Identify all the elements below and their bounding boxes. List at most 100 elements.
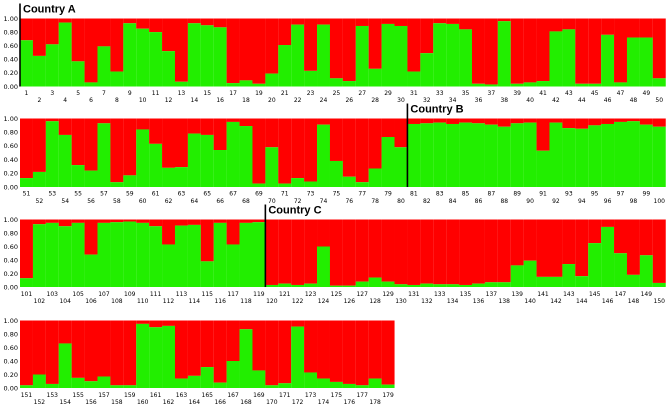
x-tick-label: 57 — [100, 191, 108, 198]
bar-green-sample-92 — [549, 122, 563, 187]
bar-green-sample-162 — [162, 325, 176, 388]
bar-red-sample-55 — [71, 118, 85, 166]
x-tick-label: 133 — [434, 291, 446, 298]
bar-green-sample-44 — [575, 83, 589, 87]
bar-green-sample-107 — [97, 222, 111, 287]
x-tick-label: 167 — [227, 392, 239, 399]
x-tick-label: 158 — [111, 399, 123, 406]
x-tick-label: 1 — [25, 90, 29, 97]
x-tick-label: 14 — [191, 97, 199, 104]
bar-red-sample-95 — [588, 118, 602, 126]
bar-red-sample-132 — [420, 219, 434, 284]
x-tick-label: 157 — [98, 392, 110, 399]
x-tick-label: 53 — [48, 191, 56, 198]
bar-red-sample-84 — [446, 118, 460, 124]
bar-red-sample-105 — [71, 219, 85, 223]
bar-red-sample-136 — [471, 219, 485, 284]
bar-red-sample-5 — [71, 18, 85, 62]
bar-green-sample-23 — [304, 70, 318, 87]
bar-red-sample-114 — [187, 219, 201, 225]
chart-panel-1: 0.000.200.400.600.801.001234567891011121… — [4, 3, 666, 104]
bar-red-sample-115 — [200, 219, 214, 262]
x-tick-label: 112 — [163, 298, 175, 305]
x-tick-label: 103 — [47, 291, 59, 298]
bar-green-sample-118 — [239, 222, 253, 287]
bar-green-sample-153 — [45, 383, 59, 388]
bar-red-sample-47 — [614, 18, 628, 83]
bar-green-sample-97 — [614, 121, 628, 187]
bar-green-sample-9 — [123, 23, 137, 87]
bar-red-sample-49 — [639, 18, 653, 38]
x-tick-label: 22 — [294, 97, 302, 104]
y-tick-label: 0.40 — [4, 256, 18, 264]
bar-red-sample-41 — [536, 18, 550, 82]
x-tick-label: 142 — [550, 298, 562, 305]
bar-red-sample-152 — [32, 320, 46, 375]
x-tick-label: 144 — [576, 298, 588, 305]
x-tick-label: 115 — [202, 291, 214, 298]
bar-green-sample-156 — [84, 381, 98, 388]
x-tick-label: 98 — [630, 198, 638, 205]
x-tick-label: 155 — [72, 392, 84, 399]
bar-green-sample-18 — [239, 80, 253, 87]
x-tick-label: 71 — [281, 191, 289, 198]
bar-green-sample-35 — [459, 29, 473, 87]
bar-red-sample-54 — [58, 118, 72, 135]
bar-green-sample-138 — [497, 282, 511, 287]
bar-green-sample-137 — [484, 282, 498, 287]
bar-green-sample-10 — [136, 28, 150, 87]
y-tick-label: 1.00 — [4, 216, 18, 224]
bar-red-sample-126 — [342, 219, 356, 286]
x-tick-label: 99 — [643, 191, 651, 198]
bar-green-sample-85 — [459, 122, 473, 187]
x-tick-label: 114 — [189, 298, 201, 305]
bar-green-sample-4 — [58, 22, 72, 87]
bar-green-sample-166 — [213, 382, 227, 388]
bar-red-sample-15 — [200, 18, 214, 26]
bar-green-sample-142 — [549, 276, 563, 287]
bar-red-sample-30 — [394, 18, 408, 26]
chart-panel-4: 0.000.200.400.600.801.001511521531541551… — [4, 317, 395, 406]
x-tick-label: 2 — [37, 97, 41, 104]
x-tick-label: 78 — [371, 198, 379, 205]
bar-red-sample-106 — [84, 219, 98, 255]
bar-green-sample-171 — [278, 383, 292, 388]
bar-green-sample-29 — [381, 23, 395, 87]
x-tick-label: 153 — [47, 392, 59, 399]
bar-red-sample-57 — [97, 118, 111, 124]
bar-red-sample-153 — [45, 320, 59, 384]
bar-red-sample-12 — [162, 18, 176, 52]
x-tick-label: 37 — [488, 90, 496, 97]
bar-green-sample-33 — [433, 23, 447, 87]
bar-green-sample-102 — [32, 224, 46, 287]
bar-red-sample-78 — [368, 118, 382, 169]
bar-green-sample-179 — [381, 384, 395, 388]
y-tick-label: 0.80 — [4, 229, 18, 237]
bar-green-sample-26 — [342, 81, 356, 87]
bar-red-sample-173 — [304, 320, 318, 373]
bar-red-sample-27 — [355, 18, 369, 26]
bar-red-sample-17 — [226, 18, 240, 84]
x-tick-label: 59 — [126, 191, 134, 198]
bar-green-sample-7 — [97, 46, 111, 87]
bar-green-sample-170 — [265, 385, 279, 388]
x-tick-label: 176 — [344, 399, 356, 406]
bar-green-sample-65 — [200, 134, 214, 187]
bar-red-sample-26 — [342, 18, 356, 82]
bar-red-sample-1 — [20, 18, 33, 41]
x-tick-label: 105 — [72, 291, 84, 298]
bar-red-sample-7 — [97, 18, 111, 47]
chart-panel-2: 0.00 0.20 0.40 0.60 0.80 1.00 51 52 53 54 55 56 57 58… — [4, 103, 666, 205]
y-tick-label: 0.40 — [4, 56, 18, 64]
bar-green-sample-77 — [355, 182, 369, 187]
bar-red-sample-11 — [149, 18, 163, 33]
bar-red-sample-8 — [110, 18, 124, 72]
x-tick-label: 138 — [499, 298, 511, 305]
x-tick-label: 68 — [242, 198, 250, 205]
x-tick-label: 159 — [124, 392, 136, 399]
bar-red-sample-46 — [601, 18, 615, 35]
bar-red-sample-24 — [317, 18, 330, 25]
x-tick-label: 9 — [128, 90, 132, 97]
bar-red-sample-129 — [381, 219, 395, 282]
x-tick-label: 5 — [76, 90, 80, 97]
